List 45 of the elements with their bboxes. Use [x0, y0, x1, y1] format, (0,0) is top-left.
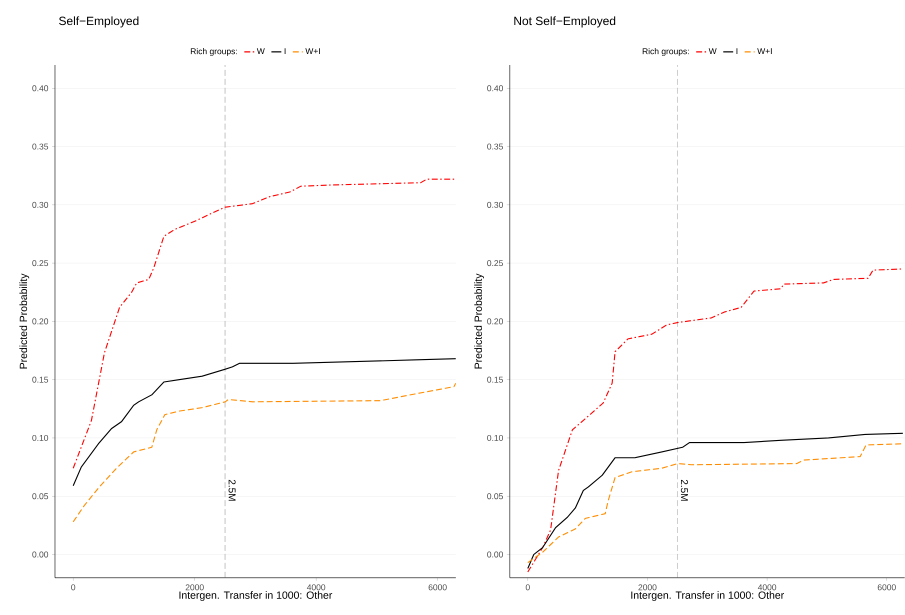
legend-title: Rich groups: — [642, 48, 689, 56]
x-axis-title: Intergen. Transfer in 1000: Other — [631, 591, 784, 602]
x-tick-label: 0 — [526, 584, 530, 590]
legend-label: W — [708, 48, 717, 54]
y-tick-label: 0.40 — [487, 85, 503, 92]
y-tick-label: 0.10 — [32, 435, 48, 442]
y-tick-label: 0.15 — [32, 376, 48, 383]
y-tick-label: 0.35 — [487, 144, 503, 150]
x-tick-label: 0 — [71, 584, 76, 590]
y-tick-label: 0.25 — [487, 260, 503, 266]
y-tick-label: 0.30 — [487, 202, 503, 208]
y-tick-label: 0.35 — [32, 144, 48, 150]
x-tick-label: 2000 — [638, 584, 657, 590]
legend-label: I — [736, 48, 738, 54]
y-axis-title: Predicted Probability — [474, 274, 484, 369]
legend-title: Rich groups: — [190, 48, 237, 56]
y-axis-title: Predicted Probability — [19, 274, 30, 369]
legend-label: I — [284, 48, 286, 54]
y-tick-label: 0.00 — [32, 552, 48, 558]
y-tick-label: 0.10 — [487, 435, 503, 442]
y-tick-label: 0.00 — [487, 552, 503, 558]
y-tick-label: 0.05 — [487, 493, 503, 500]
ref-line-label: 2.5M — [228, 480, 236, 501]
chart-title: Not Self−Employed — [514, 16, 616, 28]
line-series — [72, 382, 456, 523]
line-series — [72, 178, 456, 469]
chart-title: Self−Employed — [59, 16, 138, 28]
y-tick-label: 0.30 — [32, 202, 48, 208]
y-tick-label: 0.40 — [32, 85, 48, 92]
y-tick-label: 0.25 — [32, 260, 48, 266]
legend-label: W — [256, 48, 265, 54]
y-tick-label: 0.20 — [487, 318, 503, 324]
line-series — [527, 268, 904, 573]
x-axis-title: Intergen. Transfer in 1000: Other — [179, 591, 332, 602]
y-tick-label: 0.20 — [32, 318, 48, 324]
ref-line-label: 2.5M — [680, 480, 688, 501]
x-tick-label: 2000 — [186, 584, 204, 590]
legend-label: W+I — [305, 48, 320, 54]
y-tick-label: 0.15 — [487, 376, 503, 383]
x-tick-label: 4000 — [758, 584, 776, 590]
y-tick-label: 0.05 — [32, 493, 48, 500]
x-tick-label: 6000 — [878, 584, 896, 590]
x-tick-label: 6000 — [428, 584, 447, 590]
legend-label: W+I — [757, 48, 772, 54]
x-tick-label: 4000 — [306, 584, 326, 590]
